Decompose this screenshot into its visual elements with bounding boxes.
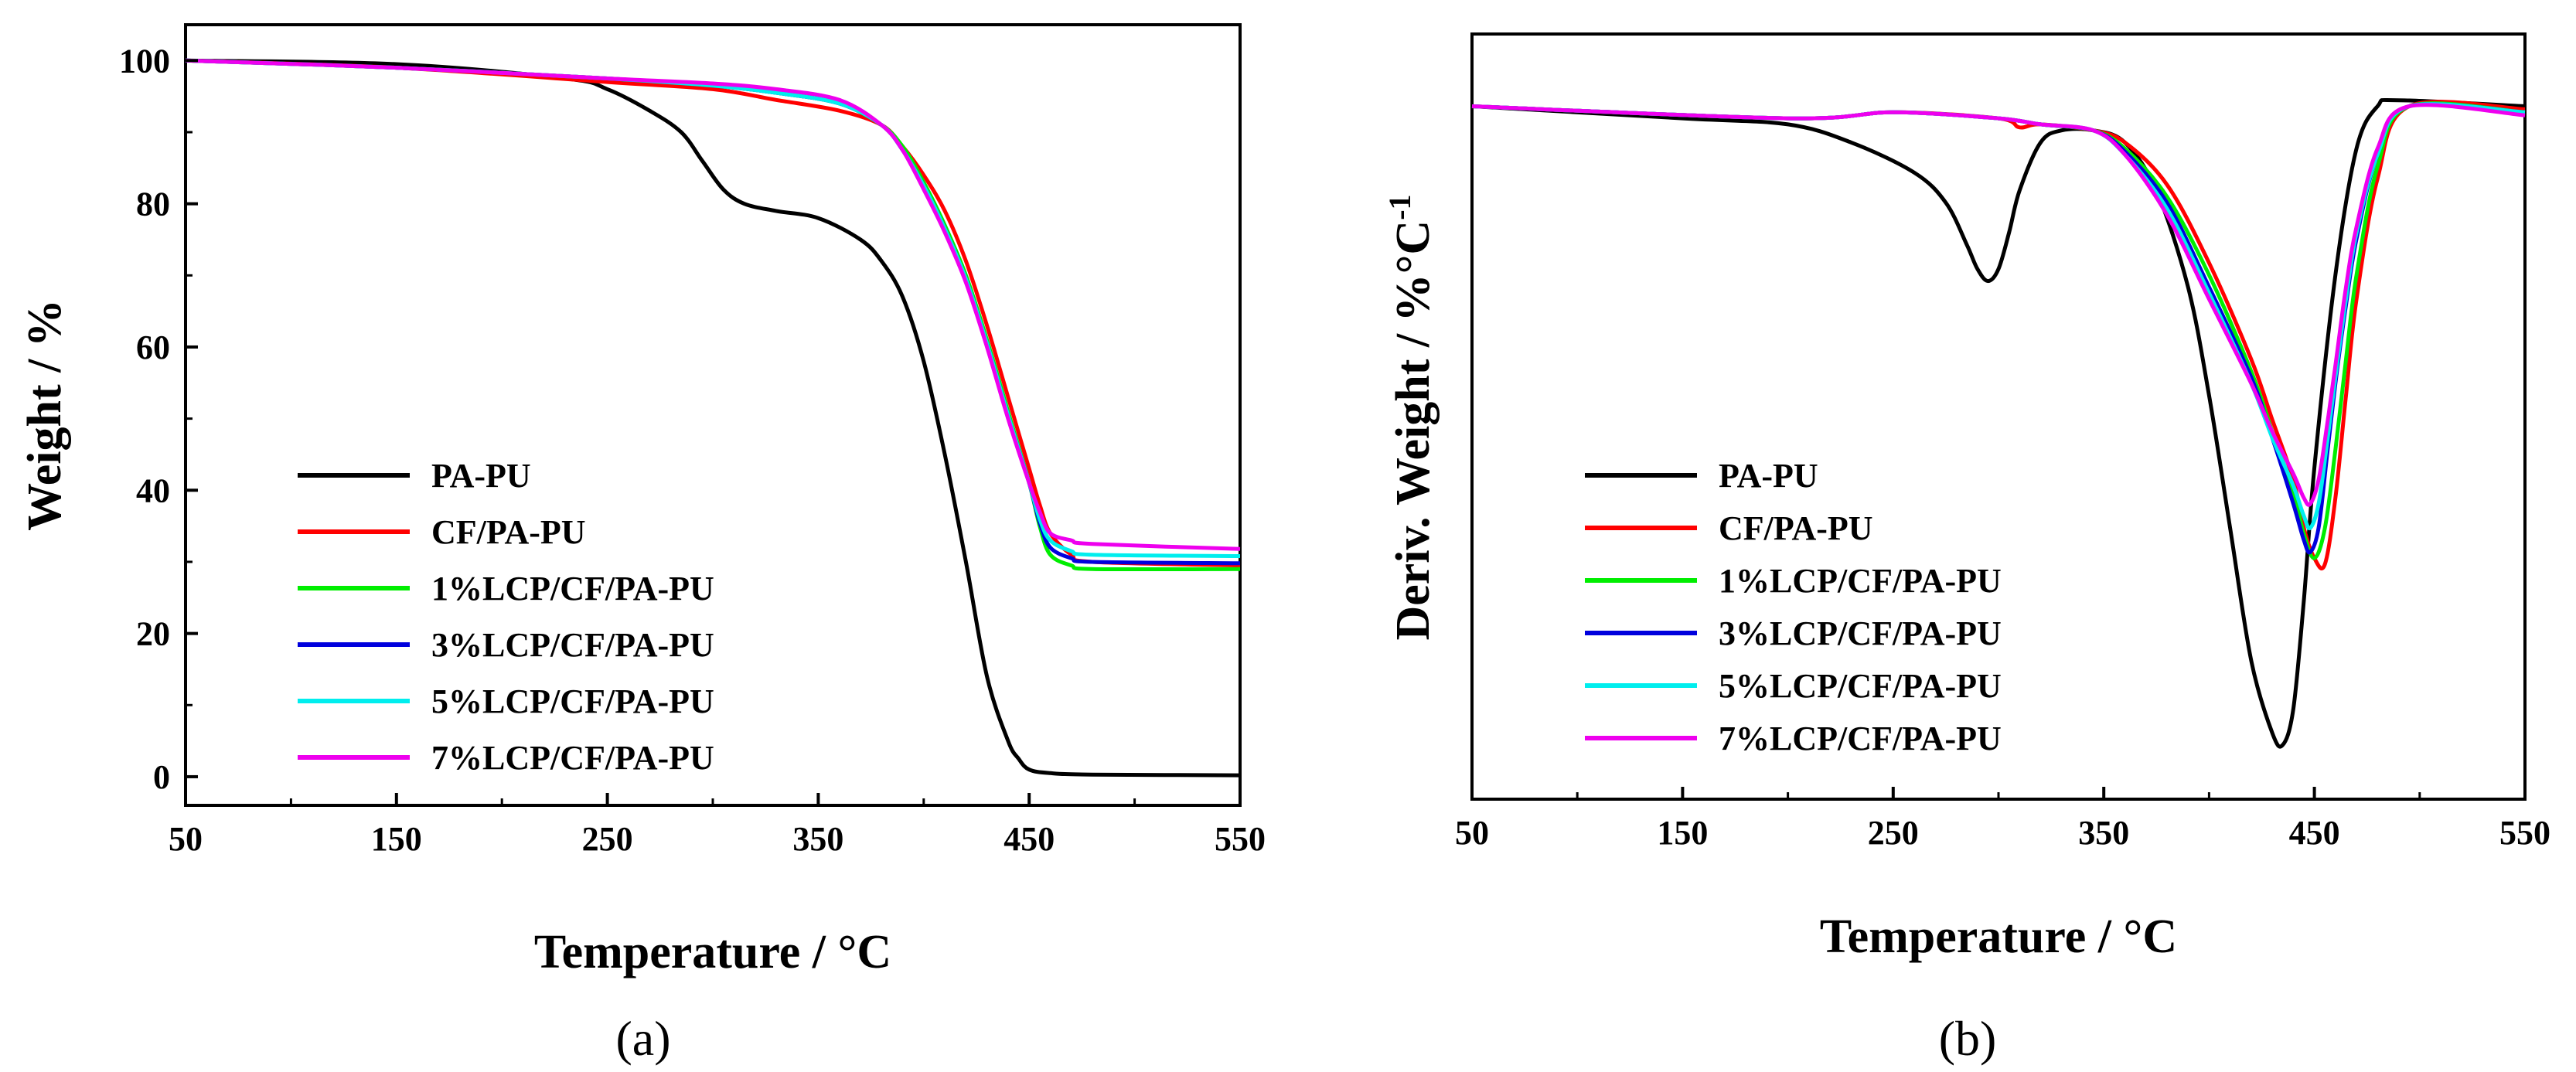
legend-label-a-0: PA-PU <box>431 457 531 495</box>
panel-label-a: (a) <box>615 1011 670 1066</box>
series-line-a-2 <box>185 58 1241 572</box>
x-axis-label-b: Temperature / °C <box>1820 910 2177 963</box>
legend-label-b-5: 7%LCP/CF/PA-PU <box>1719 720 2002 757</box>
x-tick-label-b: 50 <box>1455 814 1489 852</box>
y-tick-label-a: 20 <box>136 615 170 653</box>
series-line-a-4 <box>185 58 1241 558</box>
series-group-a <box>185 58 1241 778</box>
series-line-a-0 <box>185 58 1241 778</box>
legend-label-a-4: 5%LCP/CF/PA-PU <box>431 682 714 720</box>
series-line-b-0 <box>1471 97 2526 749</box>
x-tick-label-b: 550 <box>2499 814 2550 852</box>
legend-a: PA-PU CF/PA-PU 1%LCP/CF/PA-PU 3%LCP/CF/PA-P… <box>298 457 714 777</box>
series-line-b-4 <box>1471 102 2526 531</box>
legend-label-a-3: 3%LCP/CF/PA-PU <box>431 626 714 664</box>
y-tick-label-a: 40 <box>136 471 170 509</box>
y-tick-label-a: 100 <box>119 42 170 80</box>
y-axis-label-b: Deriv. Weight / %°C-1 <box>1382 194 1440 640</box>
legend-label-b-3: 3%LCP/CF/PA-PU <box>1719 614 2002 652</box>
y-axis-label-b-main: Deriv. Weight / %°C <box>1387 220 1440 641</box>
x-tick-label-a: 350 <box>792 820 843 858</box>
panel-a-chart: 50 150 250 350 450 550 0 20 40 60 80 100 Temperatur… <box>19 23 1266 1066</box>
series-line-a-3 <box>185 58 1241 566</box>
panel-label-b: (b) <box>1939 1011 1997 1066</box>
legend-label-b-4: 5%LCP/CF/PA-PU <box>1719 667 2002 705</box>
series-line-a-5 <box>185 58 1241 551</box>
x-axis-label-a: Temperature / °C <box>534 926 891 978</box>
x-tick-label-b: 350 <box>2078 814 2129 852</box>
x-tick-label-a: 550 <box>1215 820 1266 858</box>
x-tick-label-a: 150 <box>371 820 422 858</box>
panel-b-chart: 50 150 250 350 450 550 Temperature / °C Deriv… <box>1382 32 2550 1066</box>
legend-label-b-2: 1%LCP/CF/PA-PU <box>1719 562 2002 600</box>
y-axis-label-a: Weight / % <box>19 299 71 531</box>
y-axis-label-b-sup: -1 <box>1382 194 1417 220</box>
y-tick-label-a: 0 <box>153 758 170 796</box>
y-tick-label-a: 80 <box>136 185 170 223</box>
x-tick-label-a: 450 <box>1003 820 1055 858</box>
x-tick-label-b: 450 <box>2289 814 2340 852</box>
legend-label-a-2: 1%LCP/CF/PA-PU <box>431 570 714 607</box>
legend-label-b-1: CF/PA-PU <box>1719 509 1873 547</box>
legend-label-a-5: 7%LCP/CF/PA-PU <box>431 739 714 777</box>
series-line-b-3 <box>1471 102 2526 555</box>
series-line-a-1 <box>185 58 1241 568</box>
legend-label-a-1: CF/PA-PU <box>431 513 586 551</box>
x-tick-label-b: 250 <box>1868 814 1919 852</box>
legend-b: PA-PU CF/PA-PU 1%LCP/CF/PA-PU 3%LCP/CF/PA-P… <box>1585 457 2002 757</box>
x-tick-label-a: 50 <box>169 820 203 858</box>
x-tick-label-a: 250 <box>582 820 633 858</box>
x-tick-label-b: 150 <box>1657 814 1708 852</box>
legend-label-b-0: PA-PU <box>1719 457 1818 495</box>
y-tick-label-a: 60 <box>136 328 170 366</box>
series-line-b-5 <box>1471 103 2526 507</box>
series-line-b-1 <box>1471 100 2526 570</box>
series-group-b <box>1471 97 2526 749</box>
series-line-b-2 <box>1471 101 2526 560</box>
